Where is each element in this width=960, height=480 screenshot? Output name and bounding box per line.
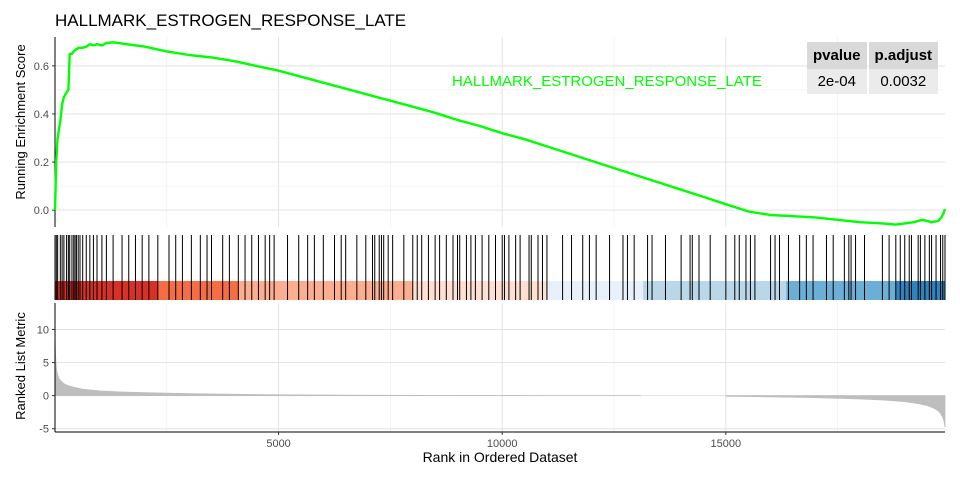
ranked-metric-area-negative xyxy=(725,395,946,428)
x-axis: 5000 10000 15000 xyxy=(55,431,945,450)
enrichment-line-layer xyxy=(53,41,947,226)
stats-padjust: 0.0032 xyxy=(868,69,939,94)
rank-color-band xyxy=(157,281,239,300)
y-tick-label: 0.2 xyxy=(34,157,49,169)
x-tick-label: 15000 xyxy=(711,438,742,450)
metric-y-axis: 10 5 0 -5 xyxy=(37,303,56,436)
x-axis-label: Rank in Ordered Dataset xyxy=(423,449,578,465)
stats-header-row: pvalue p.adjust xyxy=(807,42,939,69)
rank-color-bands xyxy=(54,235,945,300)
rank-color-band xyxy=(412,281,547,300)
running-enrichment-line xyxy=(53,41,947,226)
chart-title: HALLMARK_ESTROGEN_RESPONSE_LATE xyxy=(55,11,407,30)
enrichment-gridlines xyxy=(55,37,945,227)
stats-table: pvalue p.adjust 2e-04 0.0032 xyxy=(805,42,940,94)
stats-header-padjust: p.adjust xyxy=(868,42,939,69)
gene-set-label: HALLMARK_ESTROGEN_RESPONSE_LATE xyxy=(452,73,762,90)
y-axis-label-enrichment: Running Enrichment Score xyxy=(13,44,28,199)
rank-color-band xyxy=(643,281,787,300)
enrichment-y-axis: 0.0 0.2 0.4 0.6 xyxy=(34,37,56,227)
y-tick-label: 0.6 xyxy=(34,61,49,73)
y-tick-label: 5 xyxy=(43,358,49,370)
x-tick-label: 5000 xyxy=(266,438,290,450)
y-tick-label: 0 xyxy=(43,391,49,403)
x-tick-label: 10000 xyxy=(487,438,518,450)
rank-color-band xyxy=(546,281,644,300)
rank-color-band xyxy=(238,281,413,300)
stats-header-pvalue: pvalue xyxy=(807,42,867,69)
rank-color-band xyxy=(786,281,896,300)
y-tick-label: -5 xyxy=(39,424,49,436)
ranked-metric-area xyxy=(54,316,946,428)
y-tick-label: 0.0 xyxy=(34,205,49,217)
stats-row: 2e-04 0.0032 xyxy=(807,69,939,94)
metric-gridlines xyxy=(55,303,945,432)
gene-hit-ticks xyxy=(54,235,946,300)
stats-pvalue: 2e-04 xyxy=(807,69,867,94)
y-axis-label-metric: Ranked List Metric xyxy=(13,312,28,420)
ranked-metric-area-positive xyxy=(54,316,641,397)
y-tick-label: 0.4 xyxy=(34,109,49,121)
y-tick-label: 10 xyxy=(37,324,49,336)
